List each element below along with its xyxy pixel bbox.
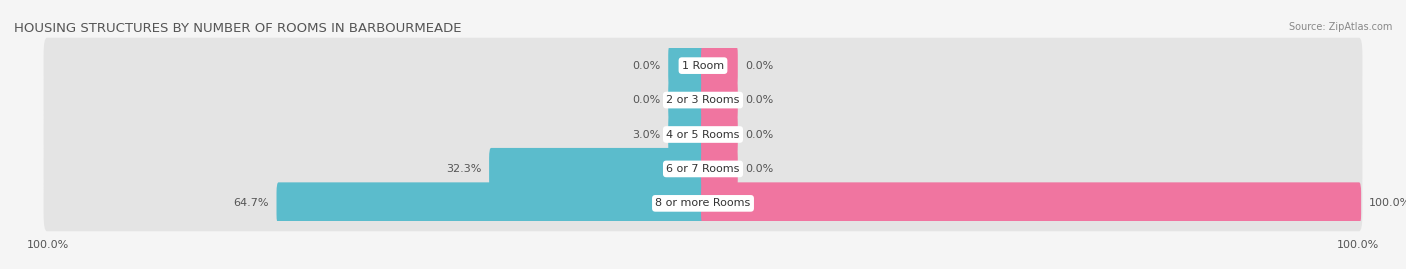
FancyBboxPatch shape: [702, 45, 738, 87]
FancyBboxPatch shape: [44, 175, 1362, 231]
Text: 3.0%: 3.0%: [633, 129, 661, 140]
FancyBboxPatch shape: [44, 107, 1362, 162]
FancyBboxPatch shape: [668, 79, 704, 121]
Text: 0.0%: 0.0%: [633, 61, 661, 71]
Text: 64.7%: 64.7%: [233, 198, 269, 208]
Text: 0.0%: 0.0%: [745, 129, 773, 140]
Text: 6 or 7 Rooms: 6 or 7 Rooms: [666, 164, 740, 174]
Text: 100.0%: 100.0%: [1337, 239, 1379, 250]
FancyBboxPatch shape: [44, 72, 1362, 128]
FancyBboxPatch shape: [702, 114, 738, 155]
Text: 0.0%: 0.0%: [745, 95, 773, 105]
FancyBboxPatch shape: [668, 114, 704, 155]
Text: HOUSING STRUCTURES BY NUMBER OF ROOMS IN BARBOURMEADE: HOUSING STRUCTURES BY NUMBER OF ROOMS IN…: [14, 22, 461, 34]
Text: 8 or more Rooms: 8 or more Rooms: [655, 198, 751, 208]
FancyBboxPatch shape: [702, 79, 738, 121]
FancyBboxPatch shape: [489, 148, 704, 190]
Text: 0.0%: 0.0%: [633, 95, 661, 105]
FancyBboxPatch shape: [702, 148, 738, 190]
FancyBboxPatch shape: [668, 45, 704, 87]
Text: Source: ZipAtlas.com: Source: ZipAtlas.com: [1288, 22, 1392, 31]
FancyBboxPatch shape: [277, 182, 704, 224]
Text: 2 or 3 Rooms: 2 or 3 Rooms: [666, 95, 740, 105]
Text: 32.3%: 32.3%: [446, 164, 481, 174]
FancyBboxPatch shape: [44, 38, 1362, 94]
Text: 100.0%: 100.0%: [27, 239, 69, 250]
Text: 4 or 5 Rooms: 4 or 5 Rooms: [666, 129, 740, 140]
FancyBboxPatch shape: [702, 182, 1361, 224]
Text: 0.0%: 0.0%: [745, 61, 773, 71]
FancyBboxPatch shape: [44, 141, 1362, 197]
Text: 1 Room: 1 Room: [682, 61, 724, 71]
Text: 0.0%: 0.0%: [745, 164, 773, 174]
Text: 100.0%: 100.0%: [1369, 198, 1406, 208]
